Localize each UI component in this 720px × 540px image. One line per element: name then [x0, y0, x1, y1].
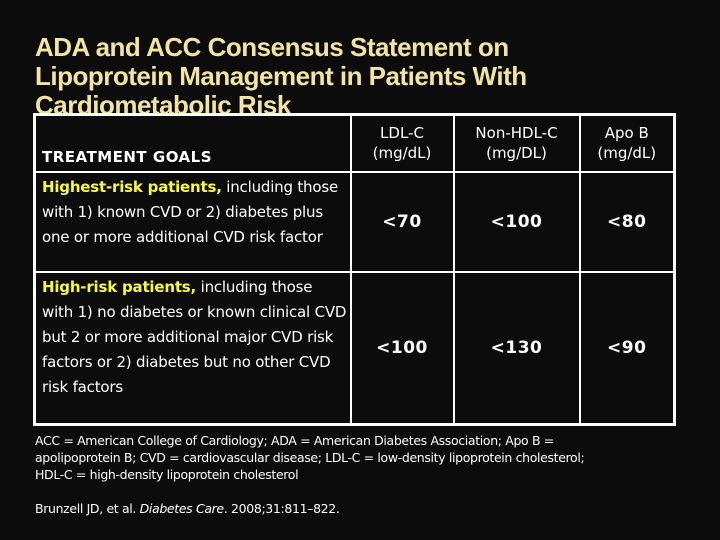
- footnote-line-3: HDL-C = high-density lipoprotein cholest…: [35, 467, 299, 482]
- title-line-1: ADA and ACC Consensus Statement on: [35, 32, 509, 63]
- table-header-row: TREATMENT GOALS LDL-C (mg/dL) Non-HDL-C …: [33, 113, 676, 173]
- non-hdl-c-value-high: <130: [452, 270, 581, 426]
- column-header-ldl-c-unit: (mg/dL): [372, 144, 432, 163]
- non-hdl-c-value-highest: <100: [452, 170, 581, 273]
- ldl-c-value-highest: <70: [349, 170, 455, 273]
- risk-group-label-highest: Highest-risk patients,: [42, 177, 222, 196]
- footnote-line-1: ACC = American College of Cardiology; AD…: [35, 433, 554, 448]
- apo-b-value-highest: <80: [578, 170, 676, 273]
- table-row-highest-risk: Highest-risk patients, including those w…: [33, 170, 676, 273]
- column-header-treatment-goals: TREATMENT GOALS: [33, 113, 352, 173]
- column-header-apo-b-unit: (mg/dL): [597, 144, 657, 163]
- ldl-c-value-high: <100: [349, 270, 455, 426]
- title-line-2: Lipoprotein Management in Patients With: [35, 61, 527, 92]
- column-header-ldl-c: LDL-C (mg/dL): [349, 113, 455, 173]
- column-header-non-hdl-c-unit: (mg/DL): [486, 144, 547, 163]
- risk-group-cell-highest: Highest-risk patients, including those w…: [33, 170, 352, 273]
- abbreviations-footnote: ACC = American College of Cardiology; AD…: [35, 432, 585, 483]
- page-title: ADA and ACC Consensus Statement on Lipop…: [35, 33, 527, 120]
- risk-group-description-highest: including those with 1) known CVD or 2) …: [42, 177, 338, 246]
- reference-citation: Brunzell JD, et al. Diabetes Care. 2008;…: [35, 501, 340, 516]
- citation-journal-name: Diabetes Care: [139, 501, 224, 516]
- column-header-apo-b: Apo B (mg/dL): [578, 113, 676, 173]
- column-header-non-hdl-c-name: Non-HDL-C: [475, 124, 558, 143]
- treatment-goals-table: TREATMENT GOALS LDL-C (mg/dL) Non-HDL-C …: [33, 113, 676, 426]
- risk-group-label-high: High-risk patients,: [42, 277, 197, 296]
- column-header-non-hdl-c: Non-HDL-C (mg/DL): [452, 113, 581, 173]
- apo-b-value-high: <90: [578, 270, 676, 426]
- risk-group-description-high: including those with 1) no diabetes or k…: [42, 277, 347, 396]
- column-header-apo-b-name: Apo B: [604, 124, 649, 143]
- column-header-ldl-c-name: LDL-C: [380, 124, 424, 143]
- footnote-line-2: apolipoprotein B; CVD = cardiovascular d…: [35, 450, 585, 465]
- citation-authors: Brunzell JD, et al.: [35, 501, 140, 516]
- table-row-high-risk: High-risk patients, including those with…: [33, 270, 676, 426]
- citation-volume-pages: . 2008;31:811–822.: [223, 501, 340, 516]
- risk-group-cell-high: High-risk patients, including those with…: [33, 270, 352, 426]
